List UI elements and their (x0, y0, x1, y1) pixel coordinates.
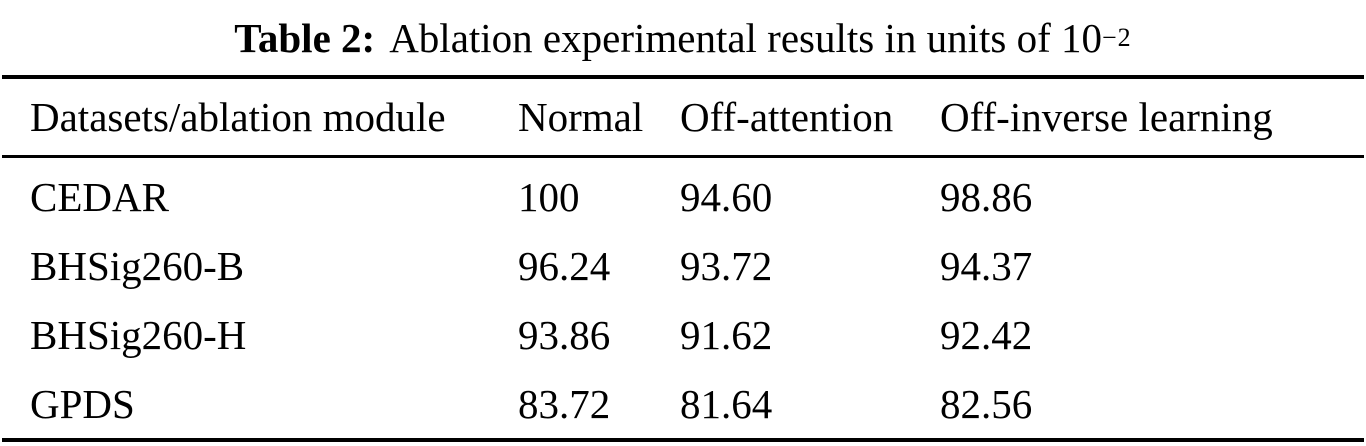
table-row: CEDAR 100 94.60 98.86 (0, 162, 1366, 231)
table-body: CEDAR 100 94.60 98.86 BHSig260-B 96.24 9… (0, 158, 1366, 438)
table-row: BHSig260-B 96.24 93.72 94.37 (0, 231, 1366, 300)
table-caption-power-base: 10 (1061, 14, 1103, 61)
cell-value: 93.86 (518, 311, 611, 358)
row-label: GPDS (30, 380, 135, 427)
cell-value: 96.24 (518, 242, 611, 289)
table-header-rule (2, 155, 1364, 158)
table-top-rule (2, 75, 1364, 79)
cell-value: 94.37 (940, 242, 1033, 289)
column-header-datasets: Datasets/ablation module (30, 94, 446, 140)
cell-value: 98.86 (940, 173, 1033, 220)
cell-value: 100 (518, 173, 580, 220)
cell-value: 83.72 (518, 380, 611, 427)
table-caption-text: Ablation experimental results in units o… (389, 14, 1062, 61)
column-header-off-attention: Off-attention (680, 94, 894, 140)
table-caption: Table 2: Ablation experimental results in… (0, 0, 1366, 75)
table-row: BHSig260-H 93.86 91.62 92.42 (0, 300, 1366, 369)
row-label: CEDAR (30, 173, 169, 220)
column-header-normal: Normal (518, 94, 644, 140)
cell-value: 92.42 (940, 311, 1033, 358)
table-header-row: Datasets/ablation module Normal Off-atte… (0, 79, 1366, 155)
table-caption-label: Table 2: (234, 14, 376, 61)
table-bottom-rule (2, 438, 1364, 442)
row-label: BHSig260-H (30, 311, 247, 358)
cell-value: 94.60 (680, 173, 773, 220)
table-row: GPDS 83.72 81.64 82.56 (0, 369, 1366, 438)
column-header-off-inverse: Off-inverse learning (940, 94, 1273, 140)
cell-value: 91.62 (680, 311, 773, 358)
table-caption-exponent: −2 (1102, 22, 1132, 52)
row-label: BHSig260-B (30, 242, 245, 289)
cell-value: 93.72 (680, 242, 773, 289)
cell-value: 82.56 (940, 380, 1033, 427)
cell-value: 81.64 (680, 380, 773, 427)
